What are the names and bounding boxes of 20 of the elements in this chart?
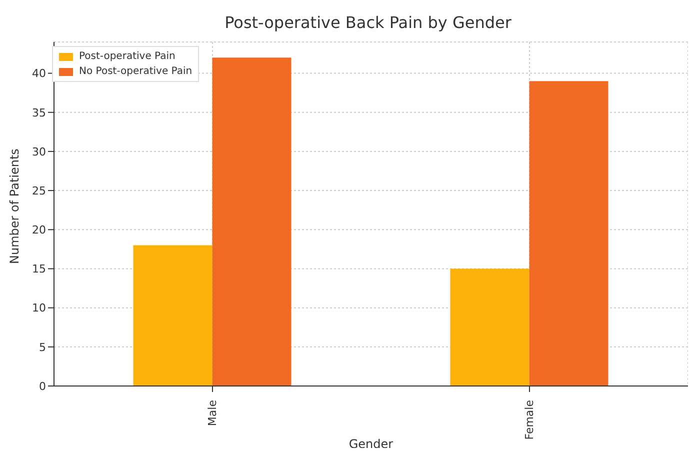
y-tick-label: 30 (32, 145, 46, 158)
y-tick-label: 20 (32, 224, 46, 237)
bar (450, 268, 530, 386)
y-tick-label: 5 (39, 340, 46, 354)
chart-title: Post-operative Back Pain by Gender (224, 12, 512, 34)
x-axis-title: Gender (348, 437, 394, 451)
x-tick-label: Female (523, 400, 536, 440)
y-tick-label: 10 (32, 302, 46, 315)
y-tick-label: 0 (39, 380, 46, 393)
y-tick-label: 15 (32, 262, 46, 276)
bar (529, 81, 608, 386)
x-tick-label: Male (206, 400, 219, 426)
bar (212, 58, 292, 386)
bar (133, 245, 212, 386)
legend-label: Post-operative Pain (79, 50, 176, 64)
y-axis-title: Number of Patients (7, 148, 22, 264)
y-tick-label: 25 (32, 184, 46, 198)
y-tick-label: 40 (32, 67, 46, 80)
y-tick-label: 35 (32, 106, 46, 120)
legend-label: No Post-operative Pain (79, 65, 192, 79)
